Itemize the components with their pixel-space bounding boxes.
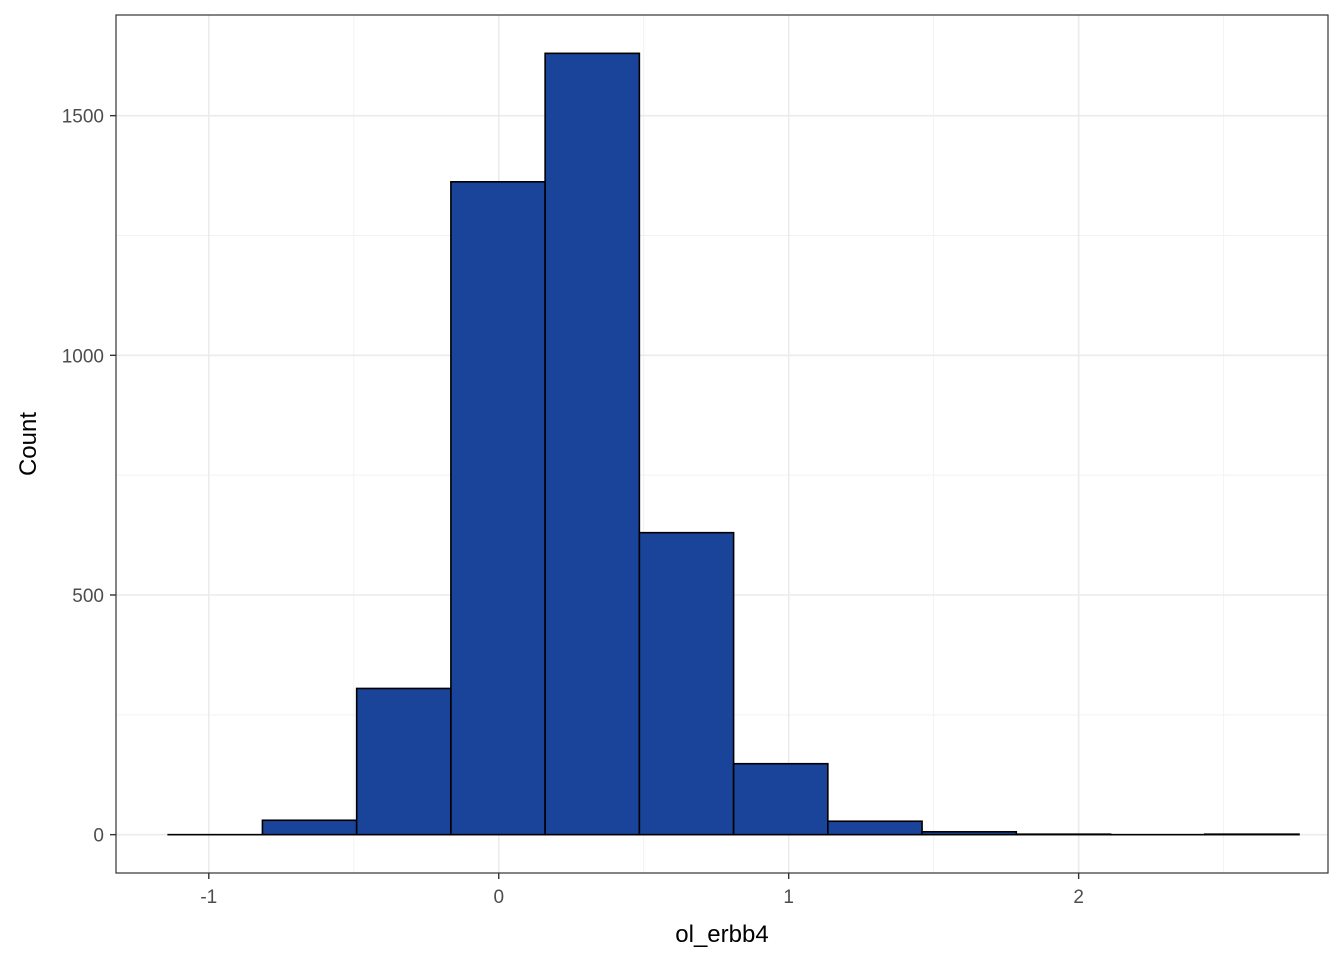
x-axis-title: ol_erbb4 [675,921,768,948]
histogram-bar-8 [921,830,1018,836]
minor-grid [116,15,1328,873]
y-axis: 0 500 1000 1500 [62,107,116,847]
histogram-bar-3 [450,181,546,836]
histogram-bars [167,52,1300,836]
histogram-bar-7 [827,820,923,836]
y-axis-title: Count [15,412,42,476]
histogram-bar-2 [355,687,452,836]
y-tick-label-2: 1000 [62,346,104,367]
histogram-bar-5 [638,531,735,836]
histogram-bar-6 [732,762,829,836]
x-tick-label-1: 0 [493,887,504,908]
histogram-bar-4 [544,52,641,836]
plot-panel-border [115,14,1329,874]
x-axis: -1 0 1 2 [200,873,1084,908]
y-tick-label-3: 1500 [62,107,104,128]
x-tick-label-3: 2 [1073,887,1084,908]
x-tick-label-0: -1 [200,887,217,908]
x-tick-label-2: 1 [783,887,794,908]
y-tick-label-1: 500 [72,586,104,607]
histogram-bar-1 [261,819,358,836]
y-tick-label-0: 0 [93,826,104,847]
